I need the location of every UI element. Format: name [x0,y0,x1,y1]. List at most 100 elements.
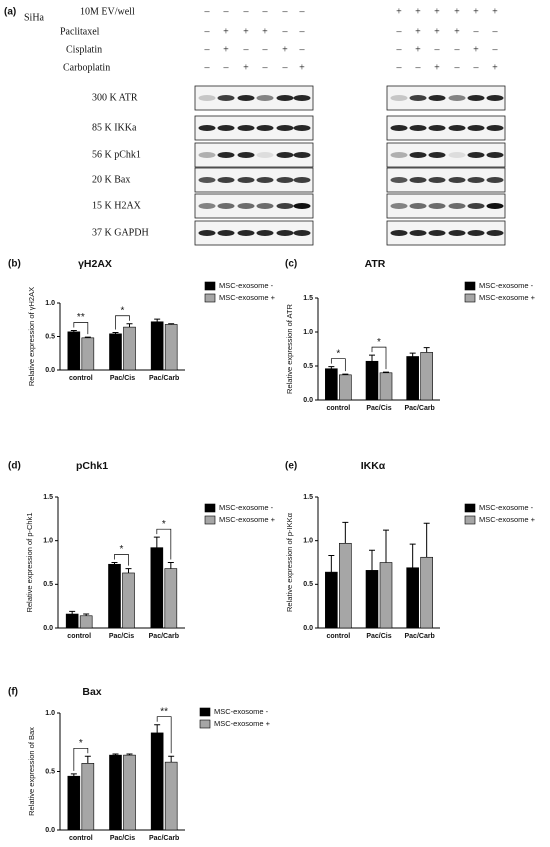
bar [123,754,136,831]
panel-label: (c) [285,259,297,270]
treatment-sign: – [243,44,250,55]
bar [365,570,379,629]
blot-band [293,125,311,131]
error-bar [69,610,76,615]
blot-band [256,177,274,183]
bar [339,542,352,629]
y-tick-label: 1.0 [303,538,313,545]
legend-swatch [464,515,476,525]
y-tick-label: 0.5 [45,333,55,340]
bar [81,763,95,831]
bar [325,368,338,401]
treatment-sign: + [434,6,440,17]
blot-band [448,177,466,183]
error-bar [342,373,349,375]
significance-label: * [121,305,125,316]
bar [108,563,121,629]
y-tick-label: 1.0 [45,710,55,717]
legend-label: MSC-exosome + [479,515,536,524]
x-tick-label: Pac/Cis [109,633,134,640]
blot-band [217,177,235,183]
error-bar [83,613,90,616]
blot-band [276,125,294,131]
blot-band [198,95,216,101]
x-tick-label: control [326,633,350,640]
chart-title: ATR [365,258,386,270]
bar [109,333,122,371]
treatment-sign: + [415,44,421,55]
legend-swatch [204,293,216,303]
blot-band [217,152,235,158]
error-bar [84,755,91,764]
bar [67,775,81,831]
blot-box [386,142,506,168]
treatment-sign: – [282,62,289,73]
blot-band [428,95,446,101]
treatment-sign: – [415,62,422,73]
x-tick-label: Pac/Cis [366,405,391,412]
legend-label: MSC-exosome - [219,281,274,290]
bar [164,568,178,629]
blot-band [390,230,408,236]
treatment-label: Cisplatin [66,44,102,55]
y-tick-label: 0.5 [303,581,313,588]
x-tick-label: Pac/Carb [149,375,179,382]
bar [420,352,433,401]
blot-label: 15 K H2AX [92,200,142,211]
panel-label: (a) [4,7,16,18]
y-axis-label: Relative expression of p-Chk1 [25,512,34,612]
blot-band [198,203,216,209]
x-tick-label: control [69,375,93,382]
error-bar [167,562,174,569]
bar [164,324,178,371]
y-axis-label: Relative expression of Bax [27,727,36,816]
legend-swatch [199,719,211,729]
significance-label: * [162,519,166,530]
significance-label: * [79,738,83,749]
panel-label: (f) [8,687,18,698]
y-tick-label: 1.5 [303,494,313,501]
treatment-sign: + [434,62,440,73]
blot-band [486,125,504,131]
blot-band [467,177,485,183]
blot-band [409,177,427,183]
treatment-sign: + [454,6,460,17]
chart-title: pChk1 [76,460,108,472]
legend-swatch [464,503,476,513]
error-bar [369,354,375,362]
significance-label: ** [160,706,168,717]
blot-band [293,95,311,101]
x-tick-label: control [67,633,91,640]
blot-band [293,152,311,158]
blot-band [448,203,466,209]
significance-bracket [371,346,387,370]
blot-band [428,177,446,183]
x-tick-label: Pac/Carb [404,405,434,412]
legend-label: MSC-exosome - [479,281,534,290]
legend-label: MSC-exosome + [214,719,271,728]
bar [65,613,79,629]
blot-band [390,95,408,101]
bar [339,374,352,401]
y-tick-label: 1.5 [303,295,313,302]
x-tick-label: Pac/Cis [366,633,391,640]
treatment-sign: – [396,26,403,37]
treatment-label: Carboplatin [63,62,110,73]
significance-bracket [114,554,129,566]
y-tick-label: 0.0 [43,625,53,632]
treatment-sign: – [243,6,250,17]
blot-band [276,203,294,209]
treatment-sign: – [204,44,211,55]
y-tick-label: 0.0 [303,397,313,404]
y-tick-label: 0.0 [303,625,313,632]
significance-bracket [73,747,89,771]
blot-band [237,177,255,183]
bar [406,567,419,629]
blot-label: 85 K IKKa [92,122,137,133]
treatment-sign: + [223,26,229,37]
blot-band [467,203,485,209]
blot-band [409,230,427,236]
y-axis-label: Relative expression of p-IKKα [285,512,294,612]
blot-band [198,125,216,131]
error-bar [126,323,133,328]
